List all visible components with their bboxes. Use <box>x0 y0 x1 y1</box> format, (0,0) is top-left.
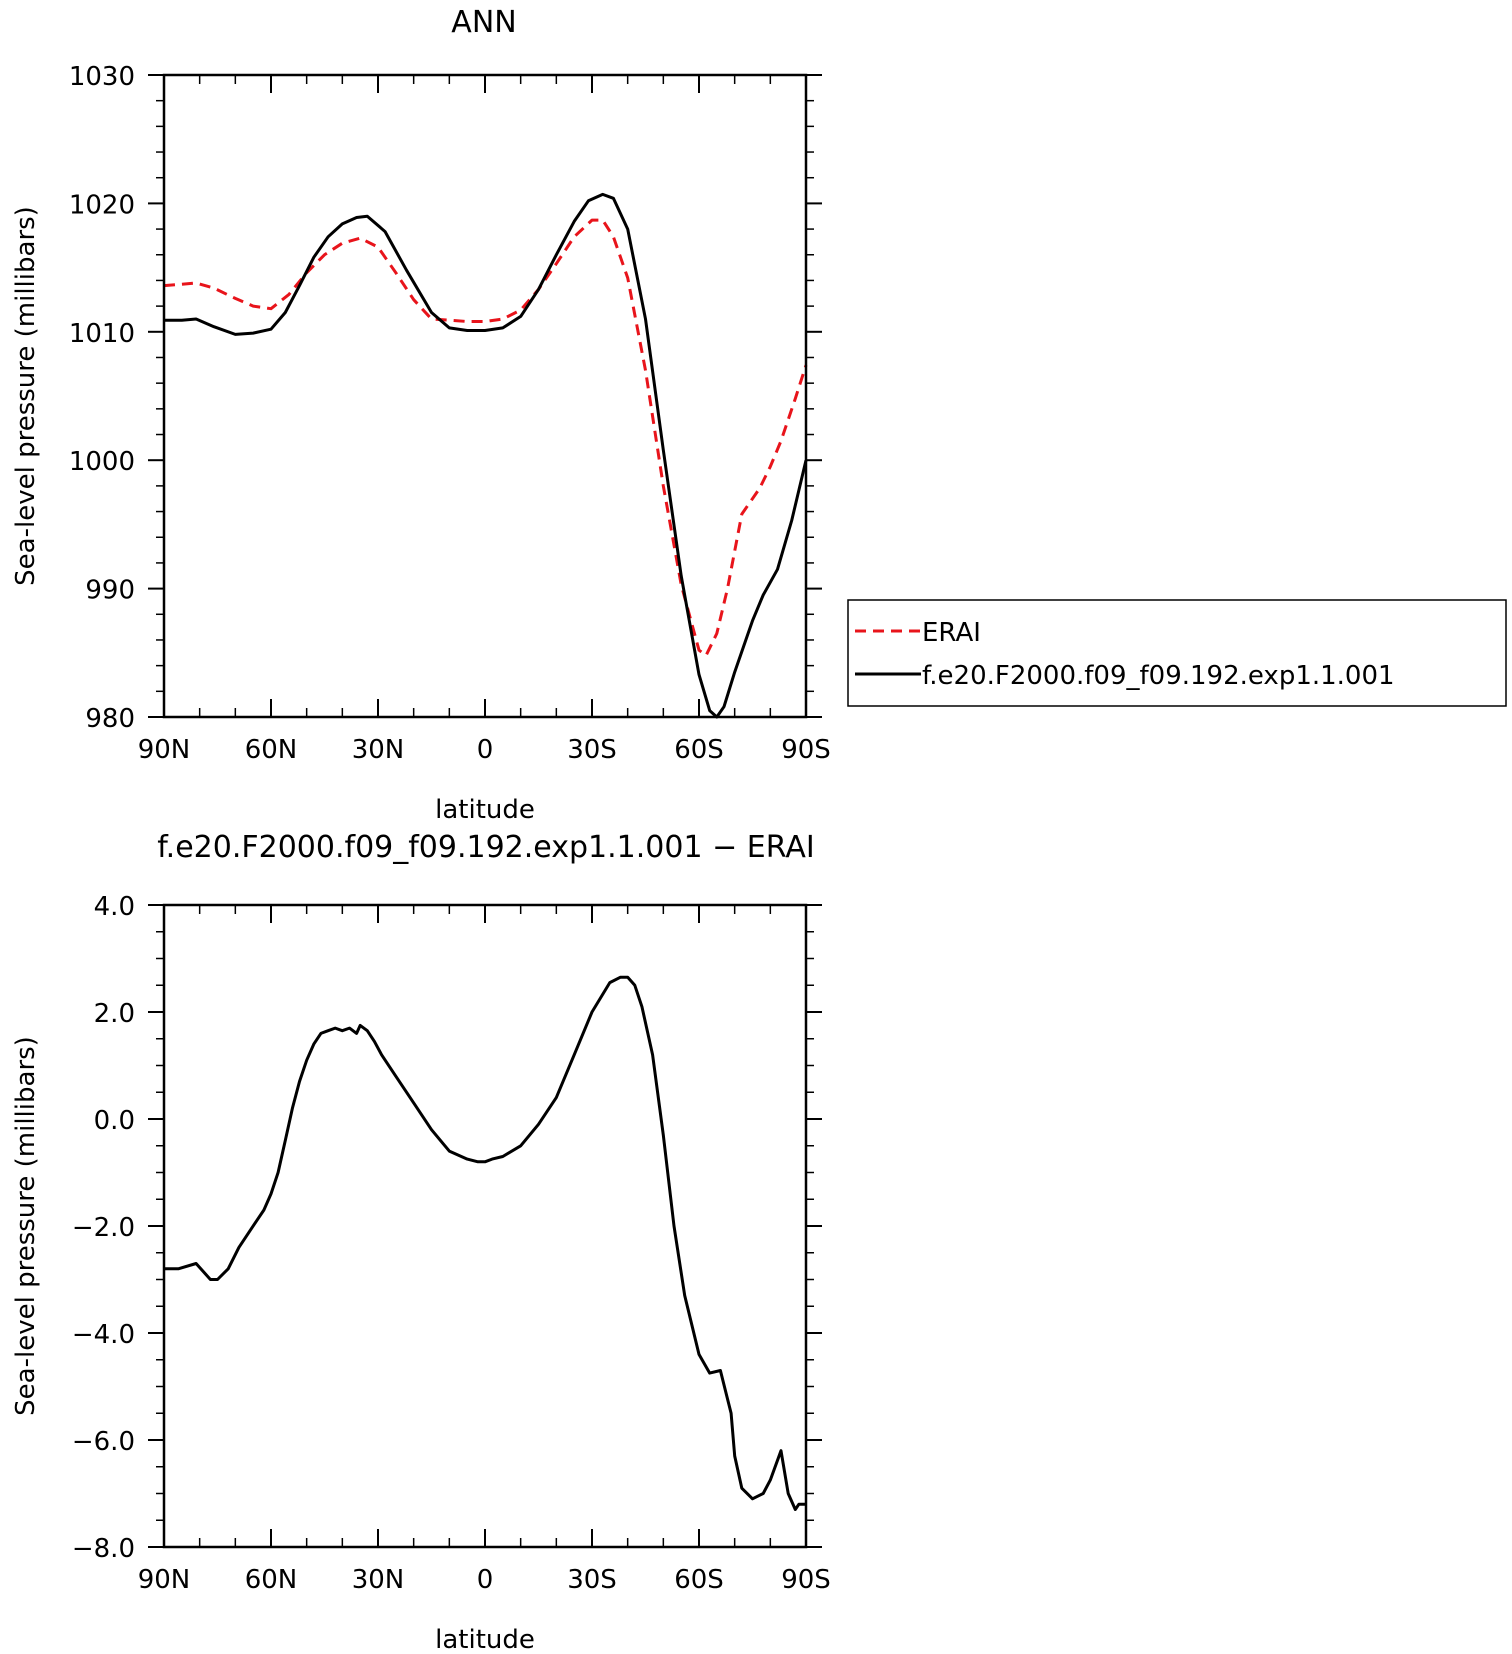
top-y-tick-label: 1030 <box>69 62 135 92</box>
bottom-y-tick-label: 2.0 <box>94 999 135 1029</box>
top-series-line-1 <box>164 192 808 719</box>
bottom-x-tick-label: 90S <box>781 1565 831 1595</box>
top-y-tick-label: 1020 <box>69 190 135 220</box>
bottom-y-tick-label: −6.0 <box>72 1427 135 1457</box>
bottom-panel: f.e20.F2000.f09_f09.192.exp1.1.001 − ERA… <box>11 830 831 1654</box>
legend-box <box>847 599 1507 707</box>
top-y-tick-label: 980 <box>85 704 135 734</box>
top-x-tick-label: 60N <box>245 735 298 765</box>
bottom-y-axis-label: Sea-level pressure (millibars) <box>11 1036 41 1416</box>
top-panel: ANN 90N 60N 30N 0 30S 60S 90S 980 990 1000 1010 102… <box>11 5 831 825</box>
legend: ERAI f.e20.F2000.f09_f09.192.exp1.1.001 <box>847 599 1507 707</box>
legend-model-label: f.e20.F2000.f09_f09.192.exp1.1.001 <box>922 661 1395 691</box>
top-plot-frame <box>162 73 808 719</box>
bottom-x-tick-label: 30N <box>352 1565 405 1595</box>
bottom-x-tick-label: 0 <box>477 1565 494 1595</box>
bottom-series-layer <box>164 975 806 1511</box>
top-series-layer <box>163 192 808 719</box>
top-x-axis-label: latitude <box>435 795 535 825</box>
bottom-tick-layer: 90N 60N 30N 0 30S 60S 90S −8.0 −6.0 −4.0 −2.0 0.0 2.… <box>72 892 831 1595</box>
top-x-tick-label: 30S <box>567 735 617 765</box>
bottom-y-tick-label: −4.0 <box>72 1320 135 1350</box>
bottom-series-line-0 <box>164 975 806 1511</box>
top-x-tick-label: 90N <box>138 735 191 765</box>
top-x-tick-label: 90S <box>781 735 831 765</box>
top-tick-layer: 90N 60N 30N 0 30S 60S 90S 980 990 1000 1010 1020 103… <box>69 62 831 765</box>
bottom-x-tick-label: 90N <box>138 1565 191 1595</box>
top-x-tick-label: 0 <box>477 735 494 765</box>
top-y-tick-label: 1010 <box>69 319 135 349</box>
bottom-y-tick-label: 0.0 <box>94 1106 135 1136</box>
bottom-chart-title: f.e20.F2000.f09_f09.192.exp1.1.001 − ERA… <box>157 830 814 865</box>
top-y-tick-label: 1000 <box>69 447 135 477</box>
top-y-axis-label: Sea-level pressure (millibars) <box>11 206 41 586</box>
bottom-y-tick-label: 4.0 <box>94 892 135 922</box>
legend-erai-label: ERAI <box>922 618 981 648</box>
bottom-x-tick-label: 30S <box>567 1565 617 1595</box>
bottom-x-tick-label: 60N <box>245 1565 298 1595</box>
top-x-tick-label: 30N <box>352 735 405 765</box>
bottom-x-tick-label: 60S <box>674 1565 724 1595</box>
bottom-y-tick-label: −8.0 <box>72 1534 135 1564</box>
top-series-line-0 <box>163 218 808 657</box>
bottom-x-axis-label: latitude <box>435 1625 535 1654</box>
top-x-tick-label: 60S <box>674 735 724 765</box>
bottom-plot-frame <box>162 903 808 1549</box>
bottom-y-tick-label: −2.0 <box>72 1213 135 1243</box>
top-chart-title: ANN <box>451 5 516 40</box>
top-y-tick-label: 990 <box>85 576 135 606</box>
